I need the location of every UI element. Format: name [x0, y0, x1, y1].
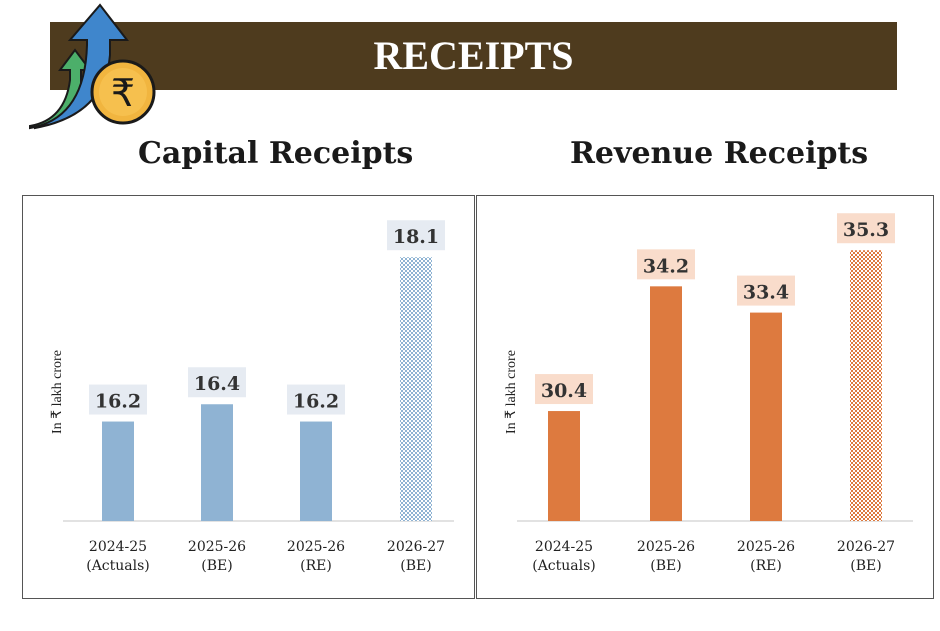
x-tick-label: (BE) [850, 558, 881, 574]
page-title: RECEIPTS [373, 33, 574, 78]
x-tick-label: 2025-26 [637, 539, 695, 555]
x-tick-label: 2026-27 [837, 539, 895, 555]
bar [750, 312, 782, 521]
data-label-bg [535, 374, 593, 405]
data-label: 16.4 [194, 373, 240, 395]
rupee-coin-with-up-arrows-icon: ₹ [29, 3, 156, 130]
data-label: 30.4 [541, 380, 587, 402]
bar [650, 286, 682, 521]
x-tick-label: (BE) [400, 558, 431, 574]
bar [850, 250, 882, 521]
data-label-bg [637, 249, 695, 280]
bar [201, 404, 233, 521]
x-tick-label: 2025-26 [188, 539, 246, 555]
x-tick-label: 2024-25 [535, 539, 593, 555]
x-tick-label: (BE) [201, 558, 232, 574]
data-label-bg [737, 275, 795, 306]
data-label: 16.2 [293, 391, 339, 413]
revenue-receipts-chart: In ₹ lakh crore 30.4 2024-25 (Actuals) 34.2 2… [476, 195, 934, 599]
title-banner [50, 22, 897, 90]
bar [102, 421, 134, 521]
data-label: 34.2 [643, 255, 689, 277]
capital-receipts-title: Capital Receipts [138, 136, 414, 171]
data-label-bg [287, 384, 345, 415]
x-tick-label: (RE) [750, 558, 782, 574]
bar [548, 411, 580, 521]
data-label-bg [188, 367, 246, 398]
y-axis-label: In ₹ lakh crore [50, 350, 65, 434]
revenue-receipts-title: Revenue Receipts [570, 136, 869, 171]
x-tick-label: 2024-25 [89, 539, 147, 555]
x-tick-label: 2025-26 [737, 539, 795, 555]
bar [400, 257, 432, 521]
data-label: 33.4 [743, 282, 789, 304]
bar [300, 421, 332, 521]
x-tick-label: (BE) [650, 558, 681, 574]
data-label-bg [837, 213, 895, 244]
data-label: 18.1 [393, 226, 439, 248]
x-tick-label: 2025-26 [287, 539, 345, 555]
x-tick-label: (Actuals) [532, 558, 596, 574]
data-label: 35.3 [843, 219, 889, 241]
x-tick-label: 2026-27 [387, 539, 445, 555]
data-label: 16.2 [95, 391, 141, 413]
capital-receipts-chart: In ₹ lakh crore 16.2 2024-25 (Actuals) 16.4 2… [22, 195, 475, 599]
x-tick-label: (RE) [300, 558, 332, 574]
svg-text:₹: ₹ [111, 71, 135, 115]
y-axis-label: In ₹ lakh crore [504, 350, 519, 434]
x-tick-label: (Actuals) [86, 558, 150, 574]
data-label-bg [89, 384, 147, 415]
data-label-bg [387, 220, 445, 251]
